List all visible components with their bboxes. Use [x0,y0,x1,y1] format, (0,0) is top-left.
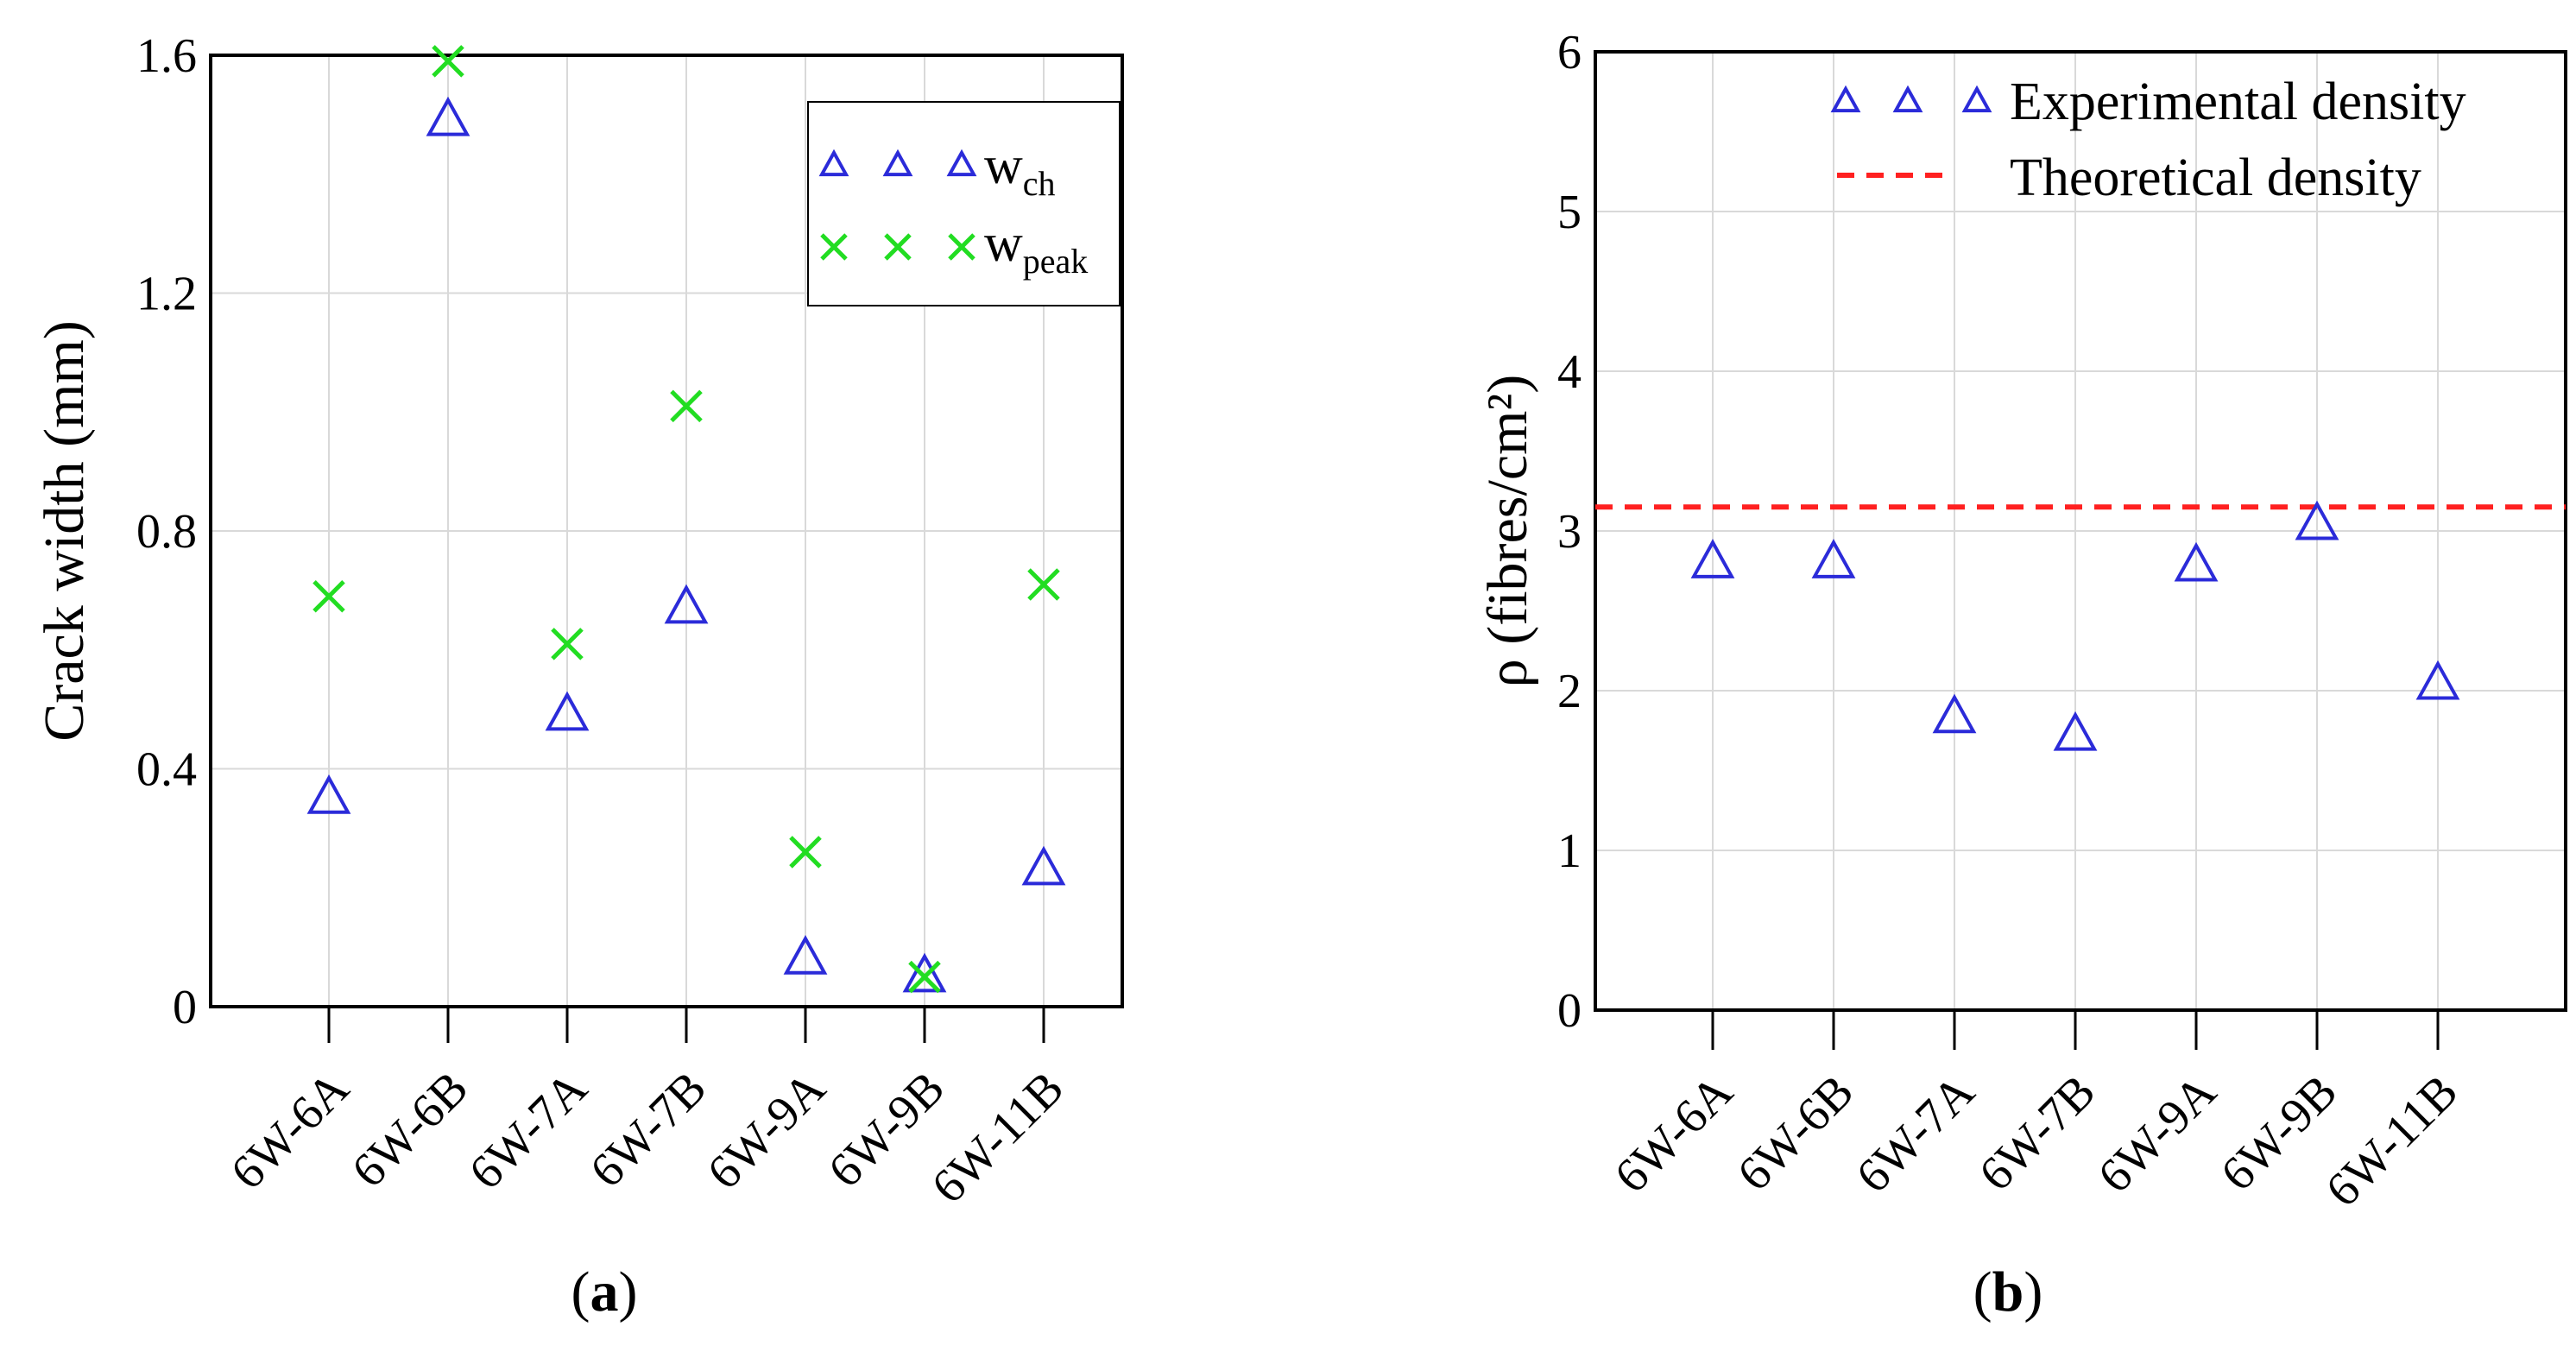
a-xtick-label-2: 6W-7A [459,1061,598,1200]
a-series-1-point-3-stroke-2 [670,389,703,423]
a-series-1-point-6-stroke-2 [1027,568,1060,601]
a-series-1-point-6 [1027,568,1060,601]
chart-b-grid [1595,52,2566,1010]
chart-a-legend-label-wch: wch [984,136,1056,203]
a-series-0-point-4 [783,935,828,975]
a-series-0-point-5 [902,952,947,993]
a-xtick-label-6: 6W-11B [922,1061,1075,1214]
a-series-1-point-0 [313,579,345,613]
b-ytick-label-0: 0 [1557,984,1582,1038]
chart-b-marks [1690,500,2460,751]
a-ytick-label-1: 0.4 [136,743,197,797]
b-ytick-label-4: 4 [1557,345,1582,399]
legend-wch-main: w [984,136,1023,195]
chart-b-legend-symbols [1830,85,1992,113]
b-xtick-label-6: 6W-11B [2316,1065,2469,1217]
chart-a-legend-label-wpeak: wpeak [984,214,1088,281]
a-series-1-point-2 [551,628,584,660]
a-legend-wch-triangle-1 [882,148,913,177]
chart-a-panel-letter: a [590,1260,619,1324]
a-ytick-label-4: 1.6 [136,29,197,83]
chart-a-legend-box [807,101,1121,306]
a-series-0-point-3 [664,584,709,624]
a-legend-wpeak-cross-1-stroke-2 [884,233,912,261]
a-ytick-label-3: 1.2 [136,268,197,321]
a-series-1-point-5-stroke-2 [908,960,941,994]
chart-b-panel-letter: b [1992,1260,2024,1324]
chart-a-marks [306,45,1066,994]
a-series-0-point-2 [545,691,590,731]
b-series-0-point-0 [1690,539,1735,578]
b-ytick-label-1: 1 [1557,824,1582,878]
a-ytick-label-0: 0 [173,981,197,1034]
chart-a-legend: wch wpeak [807,101,1121,306]
chart-b-plot-frame [1594,50,2567,1012]
b-xtick-label-3: 6W-7B [1969,1065,2106,1201]
a-series-1-point-5 [908,960,941,994]
b-xtick-label-0: 6W-6A [1605,1065,1744,1204]
a-xtick-label-4: 6W-9A [698,1061,837,1200]
chart-b-legend-label-theoretical: Theoretical density [2010,148,2421,207]
b-ytick-label-2: 2 [1557,665,1582,718]
a-series-1-point-0-stroke-2 [313,579,345,613]
a-series-1-point-1 [432,45,464,78]
a-legend-wpeak-cross-2-stroke-2 [948,233,975,261]
a-legend-wpeak-cross-2 [948,233,975,261]
b-series-0-point-4 [2174,541,2219,582]
b-legend-experimental-triangle-0 [1830,85,1861,113]
chart-b: 01234566W-6A6W-6B6W-7A6W-7B6W-9A6W-9B6W-… [1476,26,2567,1324]
a-series-0-point-1 [426,96,470,136]
a-series-0-point-0 [306,774,351,814]
chart-a-legend-symbols [818,148,977,261]
b-series-0-point-1 [1811,539,1856,578]
b-ytick-label-5: 5 [1557,186,1582,239]
a-legend-wpeak-cross-0-stroke-2 [820,233,848,261]
a-series-0-point-6 [1021,845,1066,886]
a-legend-wpeak-cross-1 [884,233,912,261]
b-series-0-point-3 [2053,711,2098,751]
a-xtick-label-0: 6W-6A [221,1061,360,1200]
b-ytick-label-3: 3 [1557,505,1582,559]
chart-b-ylabel: ρ (fibres/cm²) [1476,375,1539,687]
a-xtick-label-3: 6W-7B [580,1061,717,1197]
b-xtick-label-4: 6W-9A [2088,1065,2227,1204]
a-legend-wch-triangle-0 [818,148,849,177]
a-legend-wpeak-cross-0 [820,233,848,261]
b-xtick-label-2: 6W-7A [1847,1065,1986,1204]
a-series-1-point-3 [670,389,703,423]
chart-b-panel-label: (b) [1973,1260,2043,1324]
legend-wch-sub: ch [1023,164,1056,203]
b-legend-experimental-triangle-1 [1892,85,1923,113]
chart-b-legend: Experimental density Theoretical density [1830,73,2466,207]
b-xtick-label-1: 6W-6B [1727,1065,1864,1201]
b-legend-experimental-triangle-2 [1961,85,1992,113]
b-series-0-point-6 [2415,660,2460,700]
b-series-0-point-2 [1932,693,1977,734]
legend-wpeak-sub: peak [1023,242,1089,281]
a-ytick-label-2: 0.8 [136,505,197,559]
chart-a-plot-frame [209,54,1124,1008]
a-series-1-point-4-stroke-2 [789,836,822,869]
a-series-1-point-1-stroke-2 [432,45,464,78]
legend-wpeak-main: w [984,214,1023,273]
a-series-1-point-2-stroke-2 [551,628,584,660]
chart-a-panel-label: (a) [571,1260,638,1324]
chart-a-ylabel: Crack width (mm) [33,320,96,742]
a-xtick-label-1: 6W-6B [342,1061,478,1197]
a-legend-wch-triangle-2 [946,148,977,177]
b-ytick-label-6: 6 [1557,26,1582,79]
chart-b-legend-label-experimental: Experimental density [2010,73,2466,131]
a-series-1-point-4 [789,836,822,869]
b-series-0-point-5 [2295,500,2339,540]
